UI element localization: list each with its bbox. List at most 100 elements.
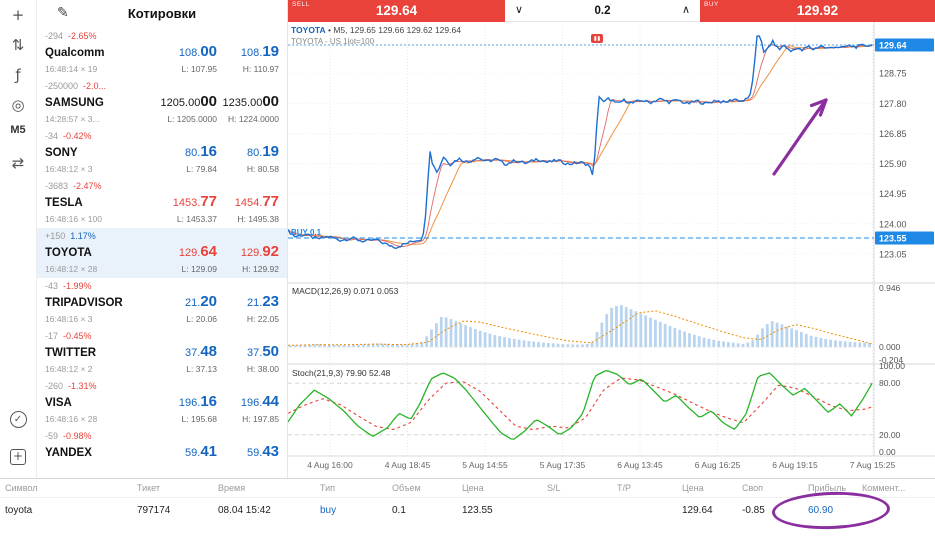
quote-main-line: TOYOTA 129.64 129.92: [45, 243, 279, 264]
edit-quotes-icon[interactable]: ✎: [57, 5, 69, 21]
bid-price: 1453.77: [172, 193, 217, 210]
quote-row-yandex[interactable]: -59 -0.98% YANDEX 59.41 59.43: [37, 428, 287, 478]
macd-histogram-bar: [853, 342, 857, 348]
volume-decrease-button[interactable]: ∨: [515, 4, 524, 16]
symbol-name: Qualcomm: [45, 47, 105, 59]
macd-histogram-bar: [785, 326, 789, 348]
time-axis-label: 6 Aug 19:15: [772, 460, 818, 470]
quote-change-line: -260 -1.31%: [45, 381, 279, 393]
indicators-icon[interactable]: ƒ: [15, 66, 21, 84]
price-chart[interactable]: BUY 0.1 129.64 128.75 127.80 126.85 125.90 124…: [288, 22, 935, 478]
session-high: H: 1495.38: [237, 214, 279, 224]
macd-histogram-bar: [824, 338, 828, 348]
quote-row-tripadvisor[interactable]: -43 -1.99% TRIPADVISOR 21.20 21.23 16:48:16 ×…: [37, 278, 287, 328]
macd-histogram-bar: [293, 345, 297, 348]
symbol-name: TESLA: [45, 197, 83, 209]
price-axis-badge-label: 129.64: [879, 41, 907, 51]
macd-histogram-bar: [498, 336, 502, 348]
buy-label: BUY: [704, 1, 719, 8]
macd-histogram-bar: [488, 333, 492, 348]
ask-price: 129.92: [240, 243, 279, 260]
left-toolbar: + ⇅ ƒ ◎ M5 ⇄ ✓ +: [0, 0, 37, 478]
sell-button[interactable]: SELL 129.64: [288, 0, 505, 22]
price-axis-label: 123.05: [879, 249, 907, 259]
change-percent: -2.0...: [83, 81, 107, 91]
quote-row-twitter[interactable]: -17 -0.45% TWITTER 37.48 37.50 16:48:12 × 2 L:…: [37, 328, 287, 378]
change-value: -34: [45, 131, 59, 141]
macd-histogram-bar: [396, 344, 399, 348]
quote-row-qualcomm[interactable]: -294 -2.65% Qualcomm 108.00 108.19 16:48:14 ×…: [37, 28, 287, 78]
change-value: -43: [45, 281, 59, 291]
buy-price: 129.92: [796, 3, 839, 18]
macd-signal-line: [288, 310, 873, 346]
session-low: L: 1205.0000: [167, 114, 217, 124]
bid-price: 1205.0000: [160, 93, 217, 110]
add-order-icon[interactable]: +: [0, 446, 36, 465]
position-cell: buy: [320, 505, 337, 516]
macd-histogram-bar: [546, 343, 550, 348]
macd-histogram-bar: [654, 319, 657, 348]
symbol-name: TWITTER: [45, 347, 97, 359]
session-high: H: 110.97: [242, 64, 279, 74]
buy-button[interactable]: BUY 129.92: [700, 0, 935, 22]
macd-histogram-bar: [400, 344, 404, 348]
macd-histogram-bar: [605, 314, 609, 348]
macd-histogram-bar: [576, 344, 579, 348]
bid-price: 37.48: [185, 343, 217, 360]
quote-row-tesla[interactable]: -3683 -2.47% TESLA 1453.77 1454.77 16:48:16 ×…: [37, 178, 287, 228]
position-row[interactable]: toyota 797174 08.04 15:42 buy 0.1 123.55 129.6…: [0, 505, 935, 516]
column-header: Объем: [392, 483, 421, 493]
macd-histogram-bar: [323, 344, 326, 348]
quote-main-line: TESLA 1453.77 1454.77: [45, 193, 279, 214]
macd-histogram-bar: [308, 344, 312, 348]
quote-row-toyota[interactable]: +150 1.17% TOYOTA 129.64 129.92 16:48:12 × 28…: [37, 228, 287, 278]
macd-axis-label: -0.204: [879, 355, 903, 365]
price-axis-label: 125.90: [879, 159, 907, 169]
column-header: S/L: [547, 483, 561, 493]
crosshair-icon[interactable]: +: [11, 6, 25, 24]
symbol-name: TRIPADVISOR: [45, 297, 123, 309]
session-low: L: 37.13: [186, 364, 217, 374]
quote-change-line: -250000 -2.0...: [45, 81, 279, 93]
quote-row-samsung[interactable]: -250000 -2.0... SAMSUNG 1205.0000 1235.0000 1…: [37, 78, 287, 128]
ask-price: 1235.0000: [222, 93, 279, 110]
macd-histogram-bar: [493, 335, 497, 348]
macd-histogram-bar: [688, 333, 691, 348]
volume-increase-button[interactable]: ∧: [681, 4, 690, 16]
quote-time-spread: 16:48:16 × 28: [45, 414, 98, 424]
position-cell: 123.55: [462, 505, 493, 516]
cursor-mode-icon[interactable]: ⇄: [11, 154, 25, 172]
macd-histogram-bar: [731, 342, 735, 348]
macd-histogram-bar: [600, 322, 604, 348]
macd-histogram-bar: [868, 342, 871, 348]
trade-check-icon[interactable]: ✓: [0, 408, 36, 428]
purple-arrow-annotation: [772, 98, 828, 176]
stoch-axis-label: 80.00: [879, 378, 901, 388]
price-axis-label: 128.75: [879, 69, 907, 79]
macd-histogram-bar: [615, 306, 618, 348]
session-high: H: 129.92: [242, 264, 279, 274]
quote-time-spread: 16:48:16 × 100: [45, 214, 102, 224]
objects-icon[interactable]: ◎: [11, 96, 25, 114]
macd-histogram-bar: [342, 345, 346, 348]
quote-sub-line: 16:48:16 × 28 L: 195.68 H: 197.85: [45, 414, 279, 427]
column-header: Символ: [5, 483, 38, 493]
ask-price: 37.50: [247, 343, 279, 360]
chart-bars-icon[interactable]: ⇅: [11, 36, 25, 54]
macd-histogram-bar: [800, 332, 803, 348]
quote-row-visa[interactable]: -260 -1.31% VISA 196.16 196.44 16:48:16 × 28 L…: [37, 378, 287, 428]
quote-row-sony[interactable]: -34 -0.42% SONY 80.16 80.19 16:48:12 × 3 L: 79…: [37, 128, 287, 178]
stoch-caption: Stoch(21,9,3) 79.90 52.48: [292, 368, 391, 378]
volume-control: ∨ 0.2 ∧: [505, 0, 700, 22]
macd-axis-label: 0.946: [879, 283, 901, 293]
change-percent: -0.45%: [63, 331, 92, 341]
position-cell: 129.64: [682, 505, 713, 516]
macd-histogram-bar: [362, 344, 365, 348]
symbol-name: SONY: [45, 147, 78, 159]
macd-histogram-bar: [517, 339, 521, 348]
session-low: L: 20.06: [186, 314, 217, 324]
macd-histogram-bar: [512, 338, 516, 348]
quotes-list: -294 -2.65% Qualcomm 108.00 108.19 16:48:14 ×…: [37, 28, 287, 478]
macd-histogram-bar: [775, 322, 779, 348]
timeframe-m5-button[interactable]: M5: [10, 124, 26, 136]
